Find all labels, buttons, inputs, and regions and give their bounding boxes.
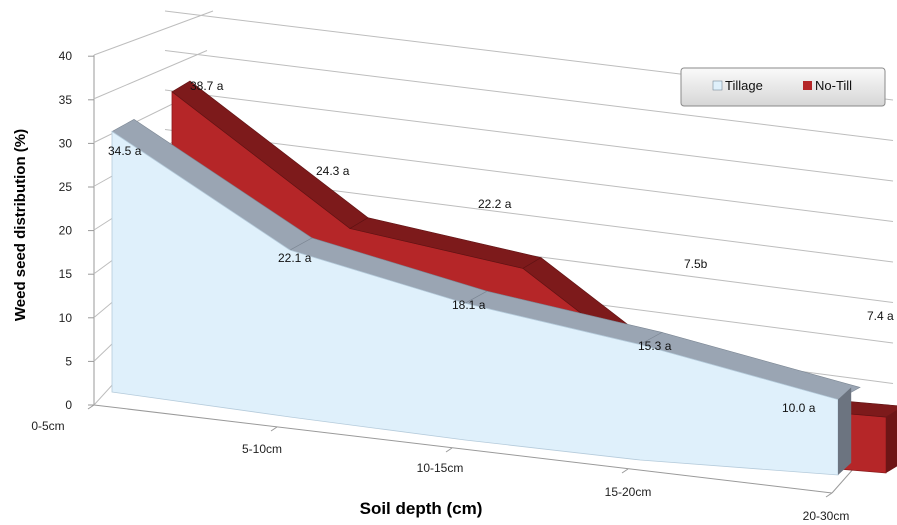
y-tick-label: 5 (65, 354, 72, 368)
no-till-data-label: 24.3 a (316, 164, 350, 178)
tillage-data-label: 22.1 a (278, 251, 312, 265)
legend-swatch-tillage (712, 80, 723, 91)
gridline-35 (164, 50, 894, 141)
y-tick-label: 10 (59, 311, 73, 325)
x-tick-mark (825, 492, 833, 498)
x-axis-ticks: 0-5cm 5-10cm 10-15cm 15-20cm 20-30cm (31, 404, 850, 523)
side-gridline-40 (93, 10, 214, 56)
gridline-30 (164, 89, 894, 182)
x-tick-mark (621, 468, 629, 474)
tillage-data-label: 15.3 a (638, 339, 672, 353)
no-till-data-label: 7.4 a (867, 309, 894, 323)
tillage-data-label: 18.1 a (452, 298, 486, 312)
y-tick-label: 35 (59, 93, 73, 107)
series-tillage (111, 119, 861, 476)
legend-swatch-no-till (803, 81, 812, 90)
x-tick-label: 20-30cm (803, 509, 850, 523)
no-till-data-label: 7.5b (684, 257, 708, 271)
y-axis-title: Weed seed distribution (%) (12, 129, 29, 321)
x-tick-label: 10-15cm (417, 461, 464, 475)
no-till-data-label: 38.7 a (190, 79, 224, 93)
y-tick-label: 20 (59, 224, 73, 238)
y-tick-label: 0 (65, 398, 72, 412)
data-labels: 34.5 a 22.1 a 18.1 a 15.3 a 10.0 a 38.7 a 24.3… (108, 79, 894, 415)
x-tick-label: 5-10cm (242, 442, 282, 456)
no-till-side-face (886, 410, 897, 473)
x-axis-line (93, 404, 833, 494)
y-tick-label: 15 (59, 267, 73, 281)
legend-label-tillage: Tillage (725, 78, 763, 93)
x-tick-mark (445, 447, 453, 453)
x-tick-label: 15-20cm (605, 485, 652, 499)
y-axis-ticks: 0 5 10 15 20 25 30 35 40 (59, 49, 94, 412)
no-till-data-label: 22.2 a (478, 197, 512, 211)
legend-label-no-till: No-Till (815, 78, 852, 93)
x-axis-title: Soil depth (cm) (360, 499, 483, 518)
tillage-data-label: 10.0 a (782, 401, 816, 415)
gridline-25 (164, 129, 894, 222)
x-tick-mark (87, 404, 95, 410)
side-gridline-35 (93, 50, 208, 100)
x-tick-label: 0-5cm (31, 419, 64, 433)
y-tick-label: 30 (59, 136, 73, 150)
y-tick-label: 25 (59, 180, 73, 194)
y-tick-label: 40 (59, 49, 73, 63)
legend-box (680, 67, 886, 107)
tillage-data-label: 34.5 a (108, 144, 142, 158)
x-tick-mark (270, 426, 278, 432)
legend: Tillage No-Till (680, 67, 886, 107)
tillage-side-face (838, 387, 852, 475)
